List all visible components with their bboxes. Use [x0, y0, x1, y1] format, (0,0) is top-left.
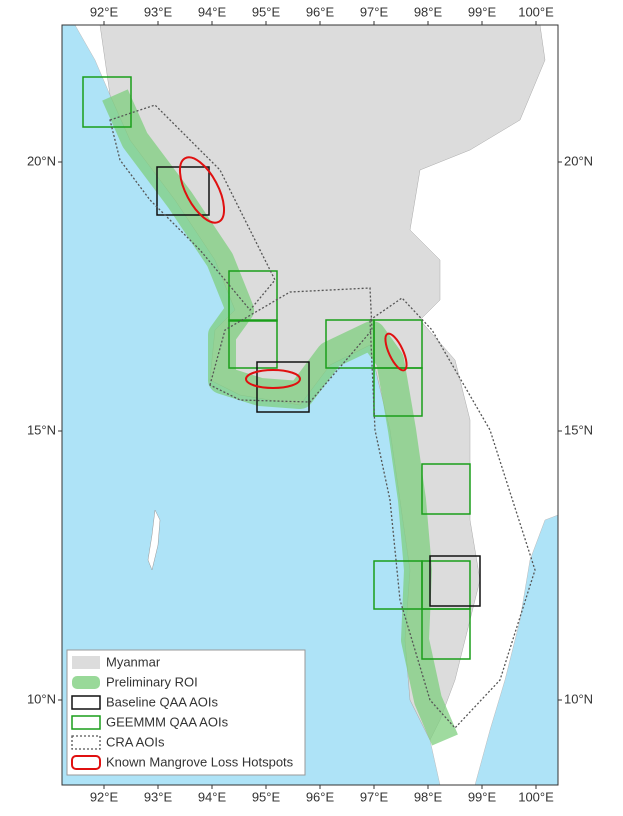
legend-swatch	[72, 656, 100, 669]
lon-label: 92°E	[90, 4, 119, 19]
map-frame	[61, 24, 559, 786]
legend-swatch	[71, 695, 101, 710]
lon-label: 96°E	[306, 4, 335, 19]
baseline-aoi	[429, 555, 481, 607]
lon-label: 96°E	[306, 789, 335, 804]
legend-label: Baseline QAA AOIs	[106, 694, 219, 709]
lon-label: 97°E	[360, 789, 389, 804]
baseline-aoi	[156, 166, 210, 216]
lon-label: 99°E	[468, 789, 497, 804]
legend-label: Known Mangrove Loss Hotspots	[106, 754, 294, 769]
cra-aoi	[109, 104, 276, 312]
hotspot	[178, 156, 226, 224]
legend-label: GEEMMM QAA AOIs	[106, 714, 229, 729]
lon-label: 97°E	[360, 4, 389, 19]
lon-label: 94°E	[198, 789, 227, 804]
geemmm-aois	[82, 76, 471, 660]
lon-label: 92°E	[90, 789, 119, 804]
lon-label: 94°E	[198, 4, 227, 19]
lon-label: 98°E	[414, 4, 443, 19]
lat-label: 15°N	[564, 422, 593, 437]
legend-swatch	[72, 676, 100, 689]
legend-label: CRA AOIs	[106, 734, 165, 749]
island	[147, 509, 161, 571]
lat-label: 20°N	[564, 153, 593, 168]
lon-label: 99°E	[468, 4, 497, 19]
geemmm-aoi	[228, 319, 278, 369]
legend: Myanmar Preliminary ROI Baseline QAA AOI…	[66, 649, 306, 776]
hotspots	[178, 156, 408, 389]
lat-label: 10°N	[564, 691, 593, 706]
lon-label: 100°E	[518, 4, 554, 19]
legend-label: Myanmar	[106, 654, 161, 669]
legend-box	[66, 649, 306, 776]
geemmm-aoi	[421, 463, 471, 515]
preliminary-roi	[102, 89, 458, 746]
cra-aoi	[369, 297, 536, 729]
lon-label: 95°E	[252, 4, 281, 19]
lon-label: 100°E	[518, 789, 554, 804]
legend-swatch	[71, 735, 101, 750]
lon-label: 98°E	[414, 789, 443, 804]
lon-label: 93°E	[144, 789, 173, 804]
lon-label: 95°E	[252, 789, 281, 804]
lat-label: 10°N	[27, 691, 56, 706]
legend-label: Preliminary ROI	[106, 674, 198, 689]
legend-swatch	[71, 755, 101, 770]
cra-aoi	[209, 287, 373, 403]
lon-label: 93°E	[144, 4, 173, 19]
cra-aois	[109, 104, 536, 729]
lat-label: 20°N	[27, 153, 56, 168]
geemmm-aoi	[82, 76, 132, 128]
hotspot	[245, 369, 301, 389]
hotspot	[384, 332, 408, 372]
legend-swatch	[71, 715, 101, 730]
geemmm-aoi	[228, 270, 278, 322]
geemmm-aoi	[421, 608, 471, 660]
lat-label: 15°N	[27, 422, 56, 437]
